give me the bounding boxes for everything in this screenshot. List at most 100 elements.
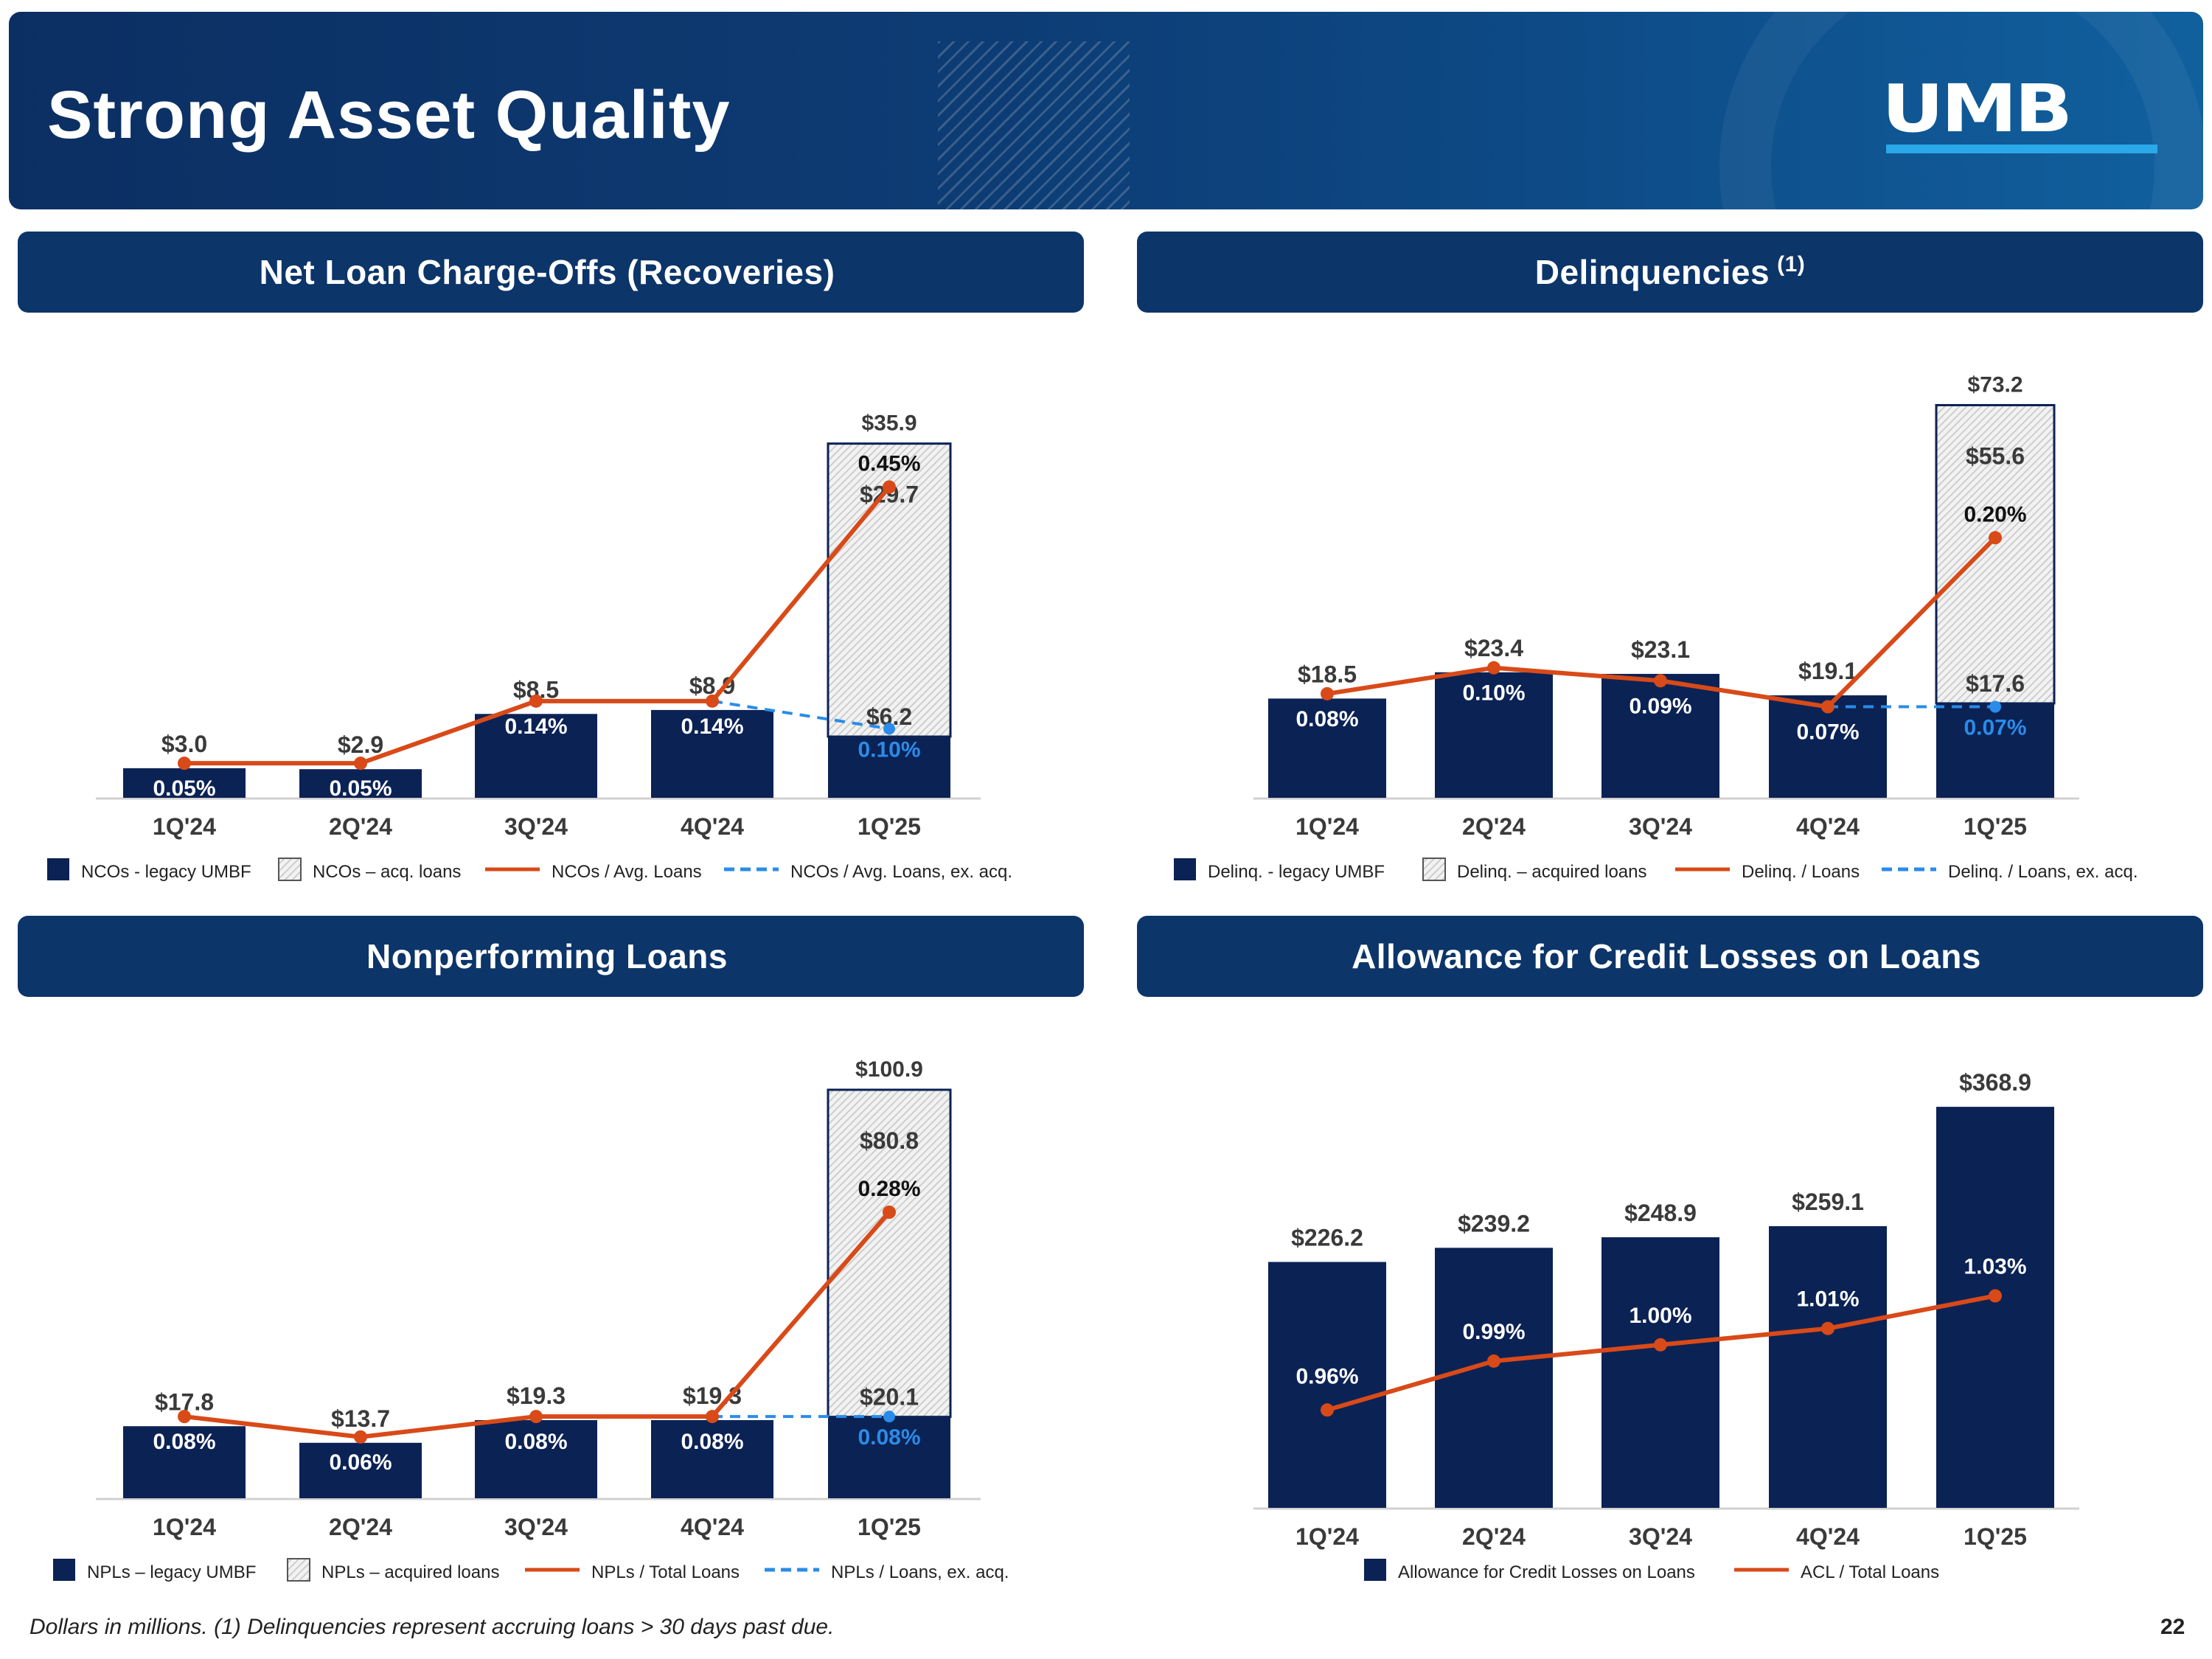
bar-label-legacy: $19.3 [507,1382,566,1409]
bar-legacy [828,1416,950,1498]
x-tick-label: 1Q'25 [1964,1523,2027,1550]
legend-swatch-acquired [278,858,302,881]
bar-label-legacy: $23.4 [1464,635,1523,661]
ratio-point [883,1206,896,1219]
legend-label: NCOs / Avg. Loans [552,862,702,882]
legend-label: NCOs / Avg. Loans, ex. acq. [790,862,1012,882]
legend-swatch-legacy [53,1559,75,1581]
ratio-point [706,694,719,708]
x-tick-label: 4Q'24 [1796,1523,1860,1550]
ratio-point [354,1430,367,1444]
ratio-point [354,757,367,771]
bar-legacy [1936,1107,2054,1508]
ratio-point [529,1410,543,1424]
bar-legacy [651,1420,773,1498]
dashed-series-point [883,1411,895,1423]
ratio-label: 0.99% [1462,1320,1525,1344]
bar-legacy [1601,673,1719,798]
bar-total-label: $100.9 [855,1057,923,1082]
bar-legacy [828,737,950,798]
ratio-point [1654,674,1667,688]
ratio-point [706,1410,719,1424]
legend-swatch-legacy [1364,1559,1386,1581]
x-tick-label: 4Q'24 [681,813,744,840]
bar-total-label: $73.2 [1967,372,2023,397]
ratio-point [1487,1354,1500,1368]
legend-label: NCOs – acq. loans [313,862,461,882]
ratio-point [1321,1403,1334,1417]
chart-delinquencies: $18.5 1Q'24 $23.4 2Q'24 $23.1 3Q'24 $19.1 4Q'24… [1174,372,2138,882]
bar-label-legacy: $3.0 [161,731,207,757]
bar-legacy [475,714,597,798]
panel-title-allowance: Allowance for Credit Losses on Loans [1137,916,2203,997]
legend-swatch-acquired [287,1558,310,1582]
legend-label: Delinq. / Loans [1742,862,1860,882]
ratio-label: 0.20% [1964,502,2026,526]
bar-label-legacy: $19.1 [1798,658,1857,684]
logo-text: UMB [1882,69,2073,147]
page-title: Strong Asset Quality [47,77,731,153]
bar-legacy [1268,698,1386,798]
bar-legacy [1601,1237,1719,1508]
panel-title-nonperforming-loans: Nonperforming Loans [18,916,1084,997]
bar-label-acquired: $55.6 [1966,442,2025,469]
x-tick-label: 1Q'24 [1295,1523,1359,1550]
ratio-point [1821,700,1834,714]
logo-underline [1886,145,2157,153]
bar-label-legacy: $259.1 [1792,1189,1864,1215]
bar-legacy [1268,1262,1386,1508]
x-tick-label: 3Q'24 [1629,1523,1692,1550]
x-tick-label: 1Q'24 [153,1514,216,1540]
ratio-point [1821,1321,1834,1335]
x-tick-label: 3Q'24 [1629,813,1692,840]
x-tick-label: 2Q'24 [1462,813,1526,840]
bar-label-legacy: $23.1 [1631,636,1690,663]
umb-logo: UMB [1882,69,2162,158]
bar-legacy [1435,1248,1553,1508]
ratio-point [178,757,191,771]
chart-allowance: $226.2 1Q'24 $239.2 2Q'24 $248.9 3Q'24 $259.1 4… [1253,1069,2079,1582]
ratio-label: 0.06% [329,1450,392,1475]
legend-swatch-acquired [1422,858,1446,881]
bar-label-legacy: $248.9 [1624,1200,1697,1226]
dashed-series-line [712,699,890,731]
legend-label: NPLs – legacy UMBF [87,1562,256,1582]
bar-legacy [651,709,773,798]
page-number: 22 [2160,1615,2185,1639]
bar-label-legacy: $18.5 [1298,661,1357,687]
bar-label-acquired: $80.8 [860,1127,919,1154]
dashed-series-label: 0.10% [858,737,920,762]
bar-label-legacy: $2.9 [338,731,383,758]
bar-label-legacy: $239.2 [1458,1210,1530,1237]
ratio-label: 0.07% [1796,720,1859,745]
ratio-label: 0.08% [681,1430,743,1454]
x-tick-label: 1Q'25 [858,813,921,840]
ratio-label: 0.14% [681,714,743,739]
legend-label: Allowance for Credit Losses on Loans [1398,1562,1695,1582]
bar-legacy [299,1442,422,1498]
legend-swatch-legacy [47,858,69,880]
ratio-point [1321,686,1334,700]
ratio-point [1989,1289,2002,1303]
ratio-label: 1.01% [1796,1287,1859,1312]
bar-legacy [1936,703,2054,798]
ratio-label: 0.08% [153,1430,215,1454]
x-tick-label: 4Q'24 [681,1514,744,1540]
dashed-series-label: 0.08% [858,1425,920,1450]
bar-label-legacy: $226.2 [1291,1225,1363,1251]
panel-title-sup: (1) [1777,252,1806,276]
bar-label-legacy: $17.6 [1966,670,2025,697]
bar-legacy [123,1426,246,1498]
bar-legacy [123,768,246,798]
legend-label: NPLs / Loans, ex. acq. [831,1562,1009,1582]
ratio-label: 0.05% [329,776,392,801]
ratio-label: 0.08% [504,1430,567,1454]
x-tick-label: 3Q'24 [504,813,568,840]
legend-label: Delinq. – acquired loans [1457,862,1647,882]
legend-label: NCOs - legacy UMBF [81,862,251,882]
ratio-point [1989,531,2002,545]
panel-title-net-charge-offs: Net Loan Charge-Offs (Recoveries) [18,232,1084,313]
ratio-point [178,1410,191,1424]
panel-title-text: Net Loan Charge-Offs (Recoveries) [259,253,835,291]
panel-title-text: Delinquencies [1534,253,1770,291]
